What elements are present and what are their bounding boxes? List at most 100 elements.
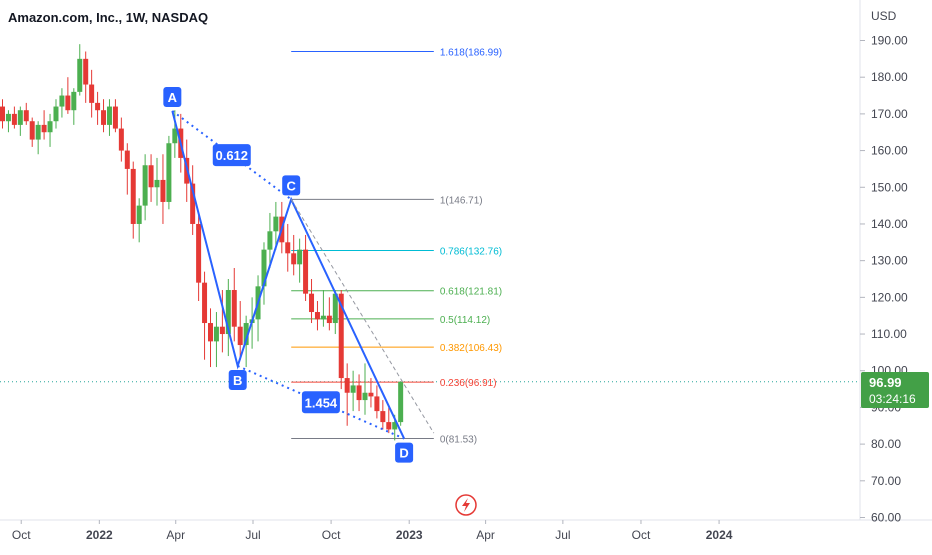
candle-body (326, 315, 332, 324)
x-tick-label: Oct (322, 528, 341, 542)
fib-level-label: 1.618(186.99) (440, 48, 502, 59)
candle-body (219, 326, 225, 335)
candle-body (350, 385, 356, 393)
candle-body (130, 168, 136, 224)
candle-body (172, 128, 178, 144)
candle-body (332, 293, 338, 324)
candle-body (89, 84, 95, 103)
y-tick-label: 110.00 (871, 327, 907, 341)
candle-body (231, 290, 237, 327)
pattern-ratio-line (171, 110, 292, 201)
y-tick-label: 160.00 (871, 144, 908, 158)
y-tick-label: 170.00 (871, 107, 908, 121)
fib-level-label: 0.786(132.76) (440, 247, 502, 258)
x-tick-label: 2023 (396, 528, 423, 542)
candle-body (309, 293, 315, 313)
fib-level-label: 0.5(114.12) (440, 315, 490, 326)
candle-body (243, 323, 249, 346)
candle-body (83, 58, 89, 85)
candle-body (47, 121, 53, 133)
candle-body (392, 422, 398, 430)
y-tick-label: 190.00 (871, 34, 908, 48)
candle-body (59, 95, 65, 107)
trendline (290, 199, 435, 434)
candle-body (356, 385, 362, 401)
candle-layer (0, 44, 404, 441)
y-tick-label: 80.00 (871, 437, 901, 451)
candle-body (386, 422, 392, 430)
candle-body (213, 326, 219, 342)
candle-body (398, 381, 404, 423)
currency-label: USD (871, 9, 897, 23)
x-tick-label: Oct (12, 528, 31, 542)
candle-body (207, 323, 213, 342)
candle-body (95, 102, 101, 111)
chart-title: Amazon.com, Inc., 1W, NASDAQ (8, 10, 208, 25)
price-badge-countdown: 03:24:16 (869, 392, 916, 406)
fib-level-label: 0(81.53) (440, 435, 477, 446)
candle-body (101, 110, 107, 125)
y-tick-label: 120.00 (871, 290, 908, 304)
pattern-ratio-label: 1.454 (305, 395, 338, 410)
candle-body (261, 249, 267, 287)
candle-body (41, 124, 47, 133)
candle-body (35, 124, 41, 140)
pattern-point-badge (228, 369, 247, 390)
candle-body (267, 231, 273, 250)
price-badge-value: 96.99 (869, 375, 902, 390)
candle-body (5, 113, 11, 122)
price-badge[interactable]: 96.99 03:24:16 (861, 372, 929, 408)
candle-body (190, 183, 196, 224)
candle-body (148, 165, 154, 188)
x-tick-label: Jul (555, 528, 570, 542)
y-tick-label: 60.00 (871, 511, 901, 525)
x-tick-label: Oct (632, 528, 651, 542)
candle-body (65, 95, 71, 111)
candle-body (344, 378, 350, 393)
pattern-point-badge (163, 86, 182, 107)
candle-body (29, 121, 35, 140)
pattern-point-badge (282, 175, 301, 196)
candle-body (154, 179, 160, 188)
pattern-point-badge (395, 442, 414, 463)
pattern-layer: 0.612 1.454 A B C D (163, 86, 435, 463)
fib-level-label: 0.382(106.43) (440, 343, 502, 354)
pattern-ratio-badge (212, 144, 251, 167)
price-axis-bg (860, 0, 932, 550)
pattern-ratio-badge (301, 391, 340, 414)
time-axis-bg (0, 520, 932, 550)
y-tick-label: 180.00 (871, 70, 908, 84)
lightning-icon[interactable] (455, 494, 477, 516)
candle-body (77, 58, 83, 92)
candle-body (237, 326, 243, 346)
x-tick-label: Jul (245, 528, 260, 542)
candle-body (303, 249, 309, 294)
candle-body (338, 293, 344, 379)
candle-body (17, 110, 23, 125)
candle-body (53, 106, 59, 122)
pattern-point-label: A (168, 90, 178, 105)
candle-body (368, 392, 374, 397)
candle-body (314, 312, 320, 320)
x-tick-label: Apr (166, 528, 185, 542)
pattern-zigzag (171, 110, 406, 440)
candle-body (0, 106, 5, 122)
candle-body (320, 315, 326, 320)
candle-body (160, 179, 166, 202)
fib-level-label: 0.618(121.81) (440, 287, 502, 298)
candle-body (112, 106, 118, 129)
candle-body (362, 392, 368, 401)
fib-layer: 1.618(186.99) 1(146.71) 0.786(132.76) 0.618… (291, 48, 502, 446)
candle-body (273, 216, 279, 232)
candle-body (202, 282, 208, 324)
pattern-point-label: B (233, 373, 242, 388)
candle-body (291, 253, 297, 265)
candle-body (118, 128, 124, 151)
x-tick-label: 2022 (86, 528, 113, 542)
candle-body (11, 113, 17, 125)
x-tick-label: Apr (476, 528, 495, 542)
fib-level-label: 1(146.71) (440, 195, 483, 206)
